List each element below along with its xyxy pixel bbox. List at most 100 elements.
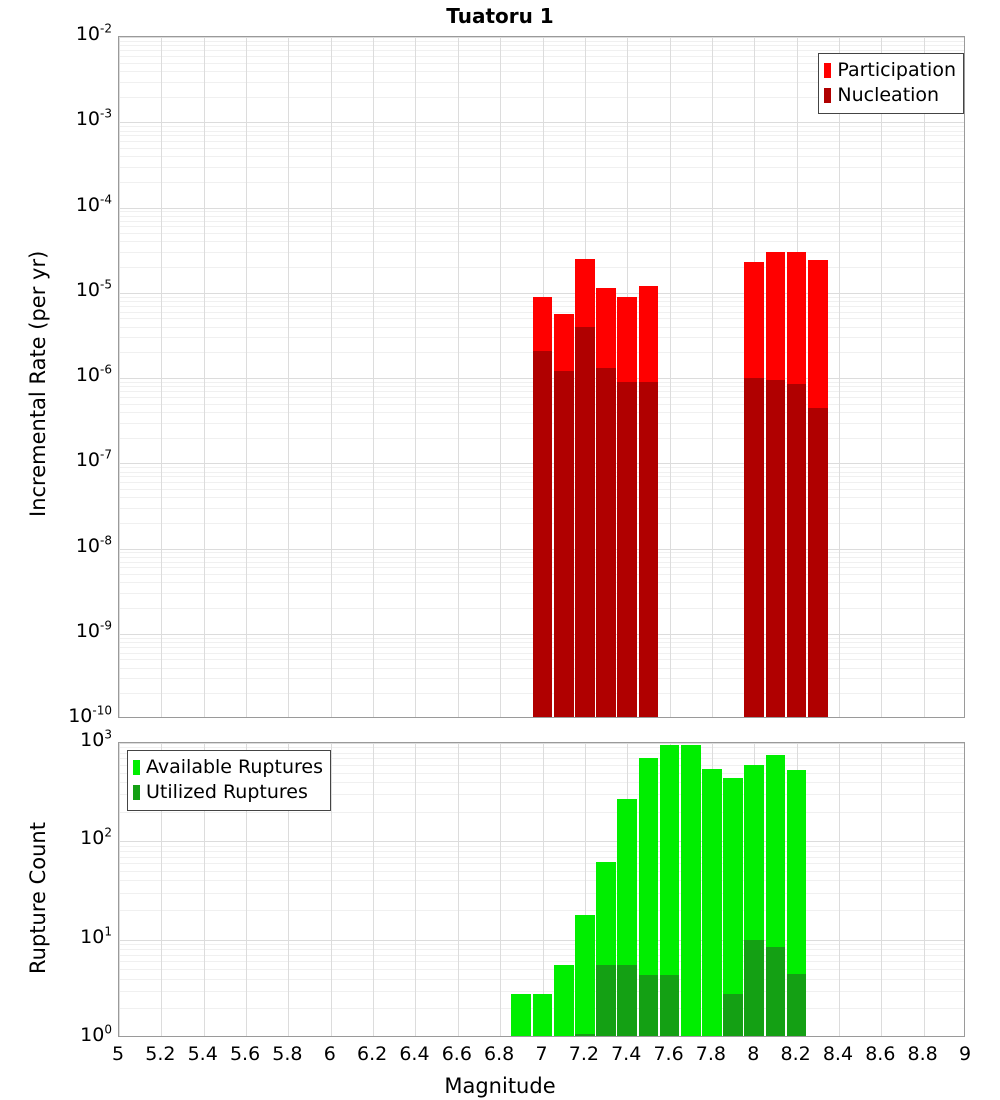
gridline-horizontal [119, 82, 964, 83]
x-tick-label: 8.4 [822, 1043, 854, 1065]
x-tick-label: 7.2 [568, 1043, 599, 1065]
gridline-horizontal [119, 241, 964, 242]
bar-available-ruptures [575, 914, 595, 1036]
bar-available-ruptures [553, 965, 574, 1036]
gridline-vertical [924, 743, 925, 1036]
x-tick-label: 6.4 [399, 1043, 430, 1065]
gridline-vertical [500, 37, 501, 717]
legend-swatch-icon [824, 63, 832, 78]
x-tick-label: 8.2 [780, 1043, 811, 1065]
gridline-horizontal [119, 851, 964, 852]
bar-available-ruptures [680, 745, 701, 1036]
legend-item: Participation [824, 58, 956, 83]
gridline-horizontal [119, 969, 964, 970]
bar-utilized-ruptures [575, 1033, 595, 1036]
bottom-legend: Available Ruptures Utilized Ruptures [127, 750, 331, 811]
bar-available-ruptures [532, 994, 553, 1036]
bar-utilized-ruptures [617, 965, 638, 1036]
gridline-horizontal [119, 949, 964, 950]
bar-utilized-ruptures [638, 974, 659, 1036]
gridline-vertical [839, 37, 840, 717]
gridline-horizontal [119, 216, 964, 217]
gridline-horizontal [119, 812, 964, 813]
gridline-horizontal [119, 955, 964, 956]
bar-nucleation [765, 379, 786, 717]
legend-item: Available Ruptures [133, 755, 323, 780]
gridline-horizontal [119, 50, 964, 51]
bar-nucleation [617, 381, 638, 717]
incremental-rate-plot [118, 36, 965, 718]
top-legend: Participation Nucleation [818, 53, 964, 114]
gridline-vertical [204, 743, 205, 1036]
gridline-vertical [458, 37, 459, 717]
x-tick-label: 6.8 [484, 1043, 515, 1065]
x-tick-label: 7.8 [695, 1043, 726, 1065]
y-tick-label: 10-4 [75, 192, 112, 216]
gridline-vertical [924, 37, 925, 717]
gridline-vertical [500, 743, 501, 1036]
x-tick-label: 5.6 [229, 1043, 261, 1065]
gridline-horizontal [119, 871, 964, 872]
gridline-horizontal [119, 880, 964, 881]
gridline-horizontal [119, 135, 964, 136]
gridline-horizontal [119, 743, 964, 744]
bar-nucleation [532, 350, 553, 717]
bar-available-ruptures [786, 770, 807, 1036]
gridline-horizontal [119, 841, 964, 842]
gridline-vertical [881, 743, 882, 1036]
gridline-horizontal [119, 126, 964, 127]
gridline-horizontal [119, 765, 964, 766]
bar-nucleation [575, 326, 595, 717]
gridline-horizontal [119, 753, 964, 754]
gridline-horizontal [119, 148, 964, 149]
gridline-vertical [204, 37, 205, 717]
gridline-horizontal [119, 293, 964, 294]
bar-available-ruptures [638, 758, 659, 1036]
y-tick-label: 10-10 [68, 703, 112, 727]
gridline-horizontal [119, 893, 964, 894]
gridline-horizontal [119, 37, 964, 38]
y-tick-label: 101 [80, 924, 112, 948]
y-tick-label: 10-6 [75, 362, 112, 386]
gridline-horizontal [119, 940, 964, 941]
gridline-horizontal [119, 782, 964, 783]
x-tick-label: 6.2 [356, 1043, 388, 1065]
legend-item: Nucleation [824, 83, 956, 108]
y-tick-label: 10-9 [75, 618, 112, 642]
gridline-vertical [373, 37, 374, 717]
bar-nucleation [553, 371, 574, 717]
x-tick-label: 5 [111, 1043, 125, 1065]
y-tick-label: 102 [80, 826, 112, 850]
bar-available-ruptures [659, 745, 680, 1036]
bar-available-ruptures [511, 994, 532, 1036]
gridline-vertical [881, 37, 882, 717]
gridline-vertical [288, 743, 289, 1036]
gridline-vertical [839, 743, 840, 1036]
gridline-horizontal [119, 773, 964, 774]
gridline-horizontal [119, 45, 964, 46]
bar-utilized-ruptures [765, 946, 786, 1036]
legend-label: Nucleation [837, 84, 940, 106]
gridline-horizontal [119, 267, 964, 268]
bar-nucleation [786, 384, 807, 717]
gridline-horizontal [119, 233, 964, 234]
bar-utilized-ruptures [786, 973, 807, 1036]
y-tick-label: 103 [80, 727, 112, 751]
gridline-vertical [415, 743, 416, 1036]
x-tick-label: 6.6 [441, 1043, 472, 1065]
legend-label: Utilized Ruptures [146, 781, 308, 803]
gridline-horizontal [119, 221, 964, 222]
gridline-horizontal [119, 991, 964, 992]
bar-utilized-ruptures [596, 965, 616, 1036]
gridline-vertical [331, 743, 332, 1036]
gridline-horizontal [119, 979, 964, 980]
gridline-vertical [119, 37, 120, 717]
gridline-vertical [415, 37, 416, 717]
bar-utilized-ruptures [723, 994, 743, 1036]
gridline-vertical [331, 37, 332, 717]
gridline-horizontal [119, 131, 964, 132]
page-title: Tuatoru 1 [446, 4, 554, 28]
gridline-horizontal [119, 41, 964, 42]
bar-available-ruptures [702, 768, 722, 1036]
